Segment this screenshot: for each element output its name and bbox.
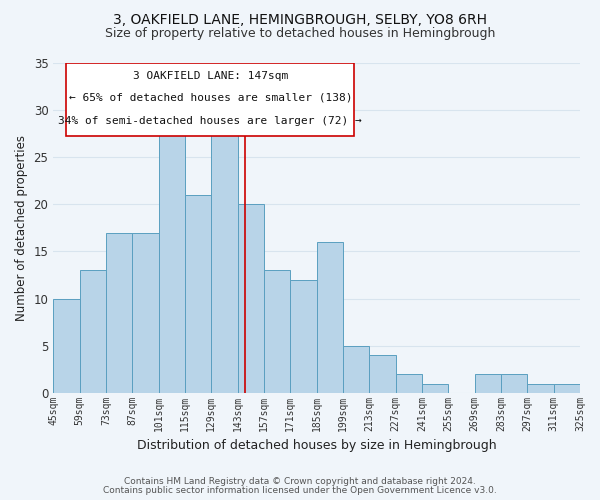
Bar — [264, 270, 290, 393]
Bar — [370, 356, 395, 393]
Text: 3, OAKFIELD LANE, HEMINGBROUGH, SELBY, YO8 6RH: 3, OAKFIELD LANE, HEMINGBROUGH, SELBY, Y… — [113, 12, 487, 26]
FancyBboxPatch shape — [67, 62, 354, 136]
X-axis label: Distribution of detached houses by size in Hemingbrough: Distribution of detached houses by size … — [137, 440, 496, 452]
Text: Contains public sector information licensed under the Open Government Licence v3: Contains public sector information licen… — [103, 486, 497, 495]
Bar — [554, 384, 580, 393]
Bar — [238, 204, 264, 393]
Text: Size of property relative to detached houses in Hemingbrough: Size of property relative to detached ho… — [105, 28, 495, 40]
Bar — [317, 242, 343, 393]
Bar — [132, 232, 158, 393]
Text: 3 OAKFIELD LANE: 147sqm: 3 OAKFIELD LANE: 147sqm — [133, 71, 288, 81]
Text: 34% of semi-detached houses are larger (72) →: 34% of semi-detached houses are larger (… — [58, 116, 362, 126]
Text: ← 65% of detached houses are smaller (138): ← 65% of detached houses are smaller (13… — [68, 93, 352, 103]
Bar — [475, 374, 501, 393]
Bar — [501, 374, 527, 393]
Bar — [106, 232, 132, 393]
Text: Contains HM Land Registry data © Crown copyright and database right 2024.: Contains HM Land Registry data © Crown c… — [124, 477, 476, 486]
Bar — [185, 195, 211, 393]
Bar — [343, 346, 370, 393]
Bar — [211, 128, 238, 393]
Bar — [422, 384, 448, 393]
Bar — [527, 384, 554, 393]
Bar — [80, 270, 106, 393]
Bar — [53, 298, 80, 393]
Bar — [290, 280, 317, 393]
Bar — [158, 128, 185, 393]
Y-axis label: Number of detached properties: Number of detached properties — [15, 135, 28, 321]
Bar — [395, 374, 422, 393]
